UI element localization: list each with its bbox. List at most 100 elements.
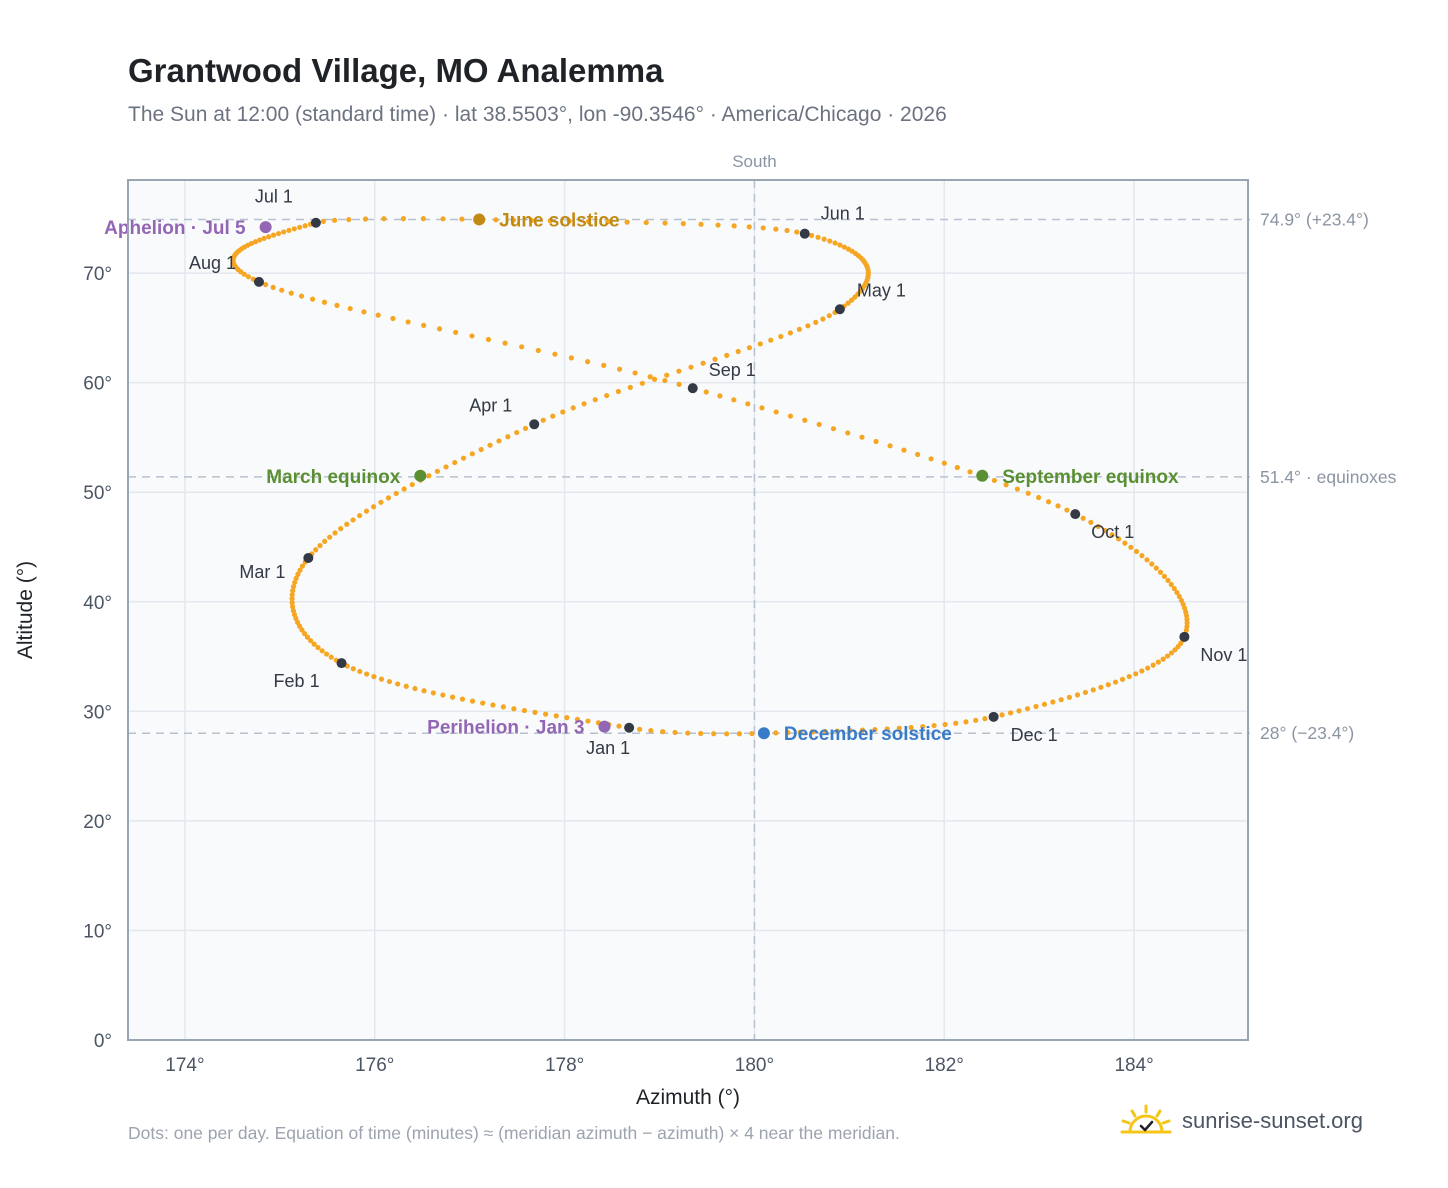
daily-sun-dot	[822, 728, 828, 735]
daily-sun-dot	[1050, 699, 1056, 705]
daily-sun-dot	[1168, 581, 1174, 588]
daily-sun-dot	[680, 221, 686, 227]
month-marker-dot	[1179, 631, 1190, 642]
daily-sun-dot	[778, 333, 784, 340]
daily-sun-dot	[1088, 519, 1094, 525]
daily-sun-dot	[449, 694, 456, 700]
daily-sun-dot	[698, 221, 704, 227]
daily-sun-dot	[662, 377, 668, 384]
y-tick-label: 10°	[83, 921, 112, 942]
daily-sun-dot	[1080, 515, 1086, 521]
daily-sun-dot	[1160, 656, 1166, 662]
daily-sun-dot	[1172, 647, 1178, 653]
event-marker-dot	[473, 213, 486, 226]
daily-sun-dot	[759, 405, 765, 411]
y-tick-label: 50°	[83, 483, 112, 504]
daily-sun-dot	[1168, 650, 1175, 656]
event-marker-label: Perihelion · Jan 3	[427, 718, 584, 739]
daily-sun-dot	[724, 352, 730, 358]
daily-sun-dot	[564, 715, 570, 721]
daily-sun-dot	[1126, 673, 1132, 680]
daily-sun-dot	[299, 563, 306, 569]
x-tick-label: 176°	[355, 1055, 394, 1076]
daily-sun-dot	[440, 216, 446, 222]
daily-sun-dot	[1171, 585, 1177, 592]
daily-sun-dot	[299, 627, 305, 633]
daily-sun-dot	[390, 315, 396, 322]
daily-sun-dot	[364, 671, 370, 677]
daily-sun-dot	[662, 220, 668, 226]
daily-sun-dot	[346, 216, 352, 223]
daily-sun-dot	[519, 344, 525, 350]
daily-sun-dot	[270, 232, 277, 238]
daily-sun-dot	[395, 681, 401, 687]
month-marker-dot	[310, 217, 321, 228]
daily-sun-dot	[908, 724, 914, 731]
daily-sun-dot	[490, 702, 496, 708]
daily-sun-dot	[685, 730, 691, 736]
daily-sun-dot	[289, 596, 295, 602]
daily-sun-dot	[469, 333, 475, 339]
daily-sun-dot	[1098, 684, 1104, 690]
daily-sun-dot	[1139, 553, 1145, 559]
daily-sun-dot	[381, 216, 387, 222]
daily-sun-dot	[328, 654, 334, 660]
daily-sun-dot	[315, 644, 321, 651]
daily-sun-dot	[452, 459, 458, 466]
daily-sun-dot	[982, 716, 988, 722]
daily-sun-dot	[915, 451, 921, 458]
daily-sun-dot	[535, 347, 541, 354]
daily-sun-dot	[301, 630, 308, 637]
daily-sun-dot	[500, 704, 506, 710]
month-marker-label: Feb 1	[274, 671, 320, 691]
daily-sun-dot	[794, 229, 800, 235]
daily-sun-dot	[802, 417, 808, 423]
daily-sun-dot	[813, 319, 819, 325]
daily-sun-dot	[604, 392, 610, 399]
daily-sun-dot	[304, 634, 311, 640]
daily-sun-dot	[787, 413, 794, 419]
month-marker-label: Jun 1	[821, 204, 865, 224]
daily-sun-dot	[403, 683, 409, 689]
daily-sun-dot	[648, 727, 654, 734]
daily-sun-dot	[760, 225, 766, 231]
daily-sun-dot	[632, 370, 638, 376]
daily-sun-dot	[698, 730, 704, 737]
daily-sun-dot	[291, 226, 297, 232]
daily-sun-dot	[731, 223, 737, 229]
daily-sun-dot	[643, 219, 649, 226]
daily-sun-dot	[700, 360, 706, 366]
daily-sun-dot	[834, 728, 841, 734]
month-marker-label: Nov 1	[1200, 645, 1247, 665]
daily-sun-dot	[522, 425, 529, 432]
month-marker-dot	[336, 658, 347, 669]
daily-sun-dot	[1041, 701, 1048, 707]
daily-sun-dot	[568, 355, 574, 361]
daily-sun-dot	[443, 464, 449, 470]
reference-line-label: 51.4° · equinoxes	[1260, 467, 1397, 487]
brand[interactable]: sunrise-sunset.org	[1120, 1104, 1363, 1138]
daily-sun-dot	[1036, 494, 1042, 501]
daily-sun-dot	[820, 316, 826, 322]
daily-sun-dot	[420, 216, 426, 222]
daily-sun-dot	[292, 579, 298, 586]
daily-sun-dot	[1003, 482, 1009, 488]
daily-sun-dot	[845, 246, 852, 252]
event-marker-dot	[976, 469, 989, 482]
daily-sun-dot	[787, 330, 793, 336]
daily-sun-dot	[1045, 499, 1052, 505]
daily-sun-dot	[768, 337, 774, 343]
daily-sun-dot	[291, 612, 298, 618]
daily-sun-dot	[715, 222, 721, 228]
brand-name: sunrise-sunset.org	[1182, 1108, 1363, 1133]
daily-sun-dot	[290, 583, 297, 590]
daily-sun-dot	[357, 668, 363, 675]
daily-sun-dot	[322, 538, 328, 545]
chart-subtitle: The Sun at 12:00 (standard time) · lat 3…	[128, 103, 947, 126]
event-marker-label: Aphelion · Jul 5	[104, 218, 246, 239]
daily-sun-dot	[375, 312, 381, 318]
daily-sun-dot	[605, 219, 611, 225]
daily-sun-dot	[1064, 507, 1070, 513]
month-marker-dot	[799, 228, 810, 239]
x-tick-label: 184°	[1114, 1055, 1153, 1076]
